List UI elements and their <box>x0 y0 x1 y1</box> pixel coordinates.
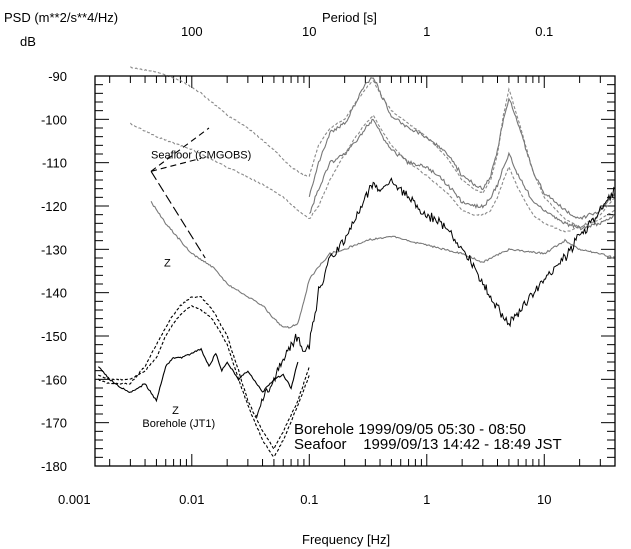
period-tick-label: 0.1 <box>535 24 553 39</box>
annotation-label: Seafloor (CMGOBS) <box>151 149 251 161</box>
y-tick-label: -130 <box>41 242 67 257</box>
x-tick-label: 0.1 <box>300 492 318 507</box>
legend: Borehole 1999/09/05 05:30 - 08:50 Seafoo… <box>294 421 562 453</box>
data-series <box>97 66 616 458</box>
x-tick-label: 1 <box>423 492 430 507</box>
annotation-label: Z <box>172 405 179 417</box>
annotation-label: Borehole (JT1) <box>142 418 215 430</box>
y-tick-label: -150 <box>41 329 67 344</box>
y-tick-label: -140 <box>41 286 67 301</box>
legend-seafloor-text: Seafoor 1999/09/13 14:42 - 18:49 JST <box>294 436 562 453</box>
x-tick-label: 0.01 <box>179 492 204 507</box>
series-line-5 <box>255 177 616 418</box>
period-axis-title: Period [s] <box>322 10 377 25</box>
series-line-4 <box>150 201 616 329</box>
series-line-3 <box>308 118 616 231</box>
period-tick-label: 1 <box>423 24 430 39</box>
plot-frame <box>94 75 616 467</box>
x-tick-label: 10 <box>537 492 551 507</box>
y-tick-label: -90 <box>48 69 67 84</box>
axes-and-ticks: 0.001 0.01 0.1 1 10 100 10 1 0.1 -90 -100 -110 -120 -… <box>41 24 616 507</box>
series-line-0 <box>130 66 616 229</box>
period-tick-label: 100 <box>181 24 203 39</box>
annotation-leader-line <box>150 157 202 172</box>
series-line-7 <box>97 296 310 451</box>
y-axis-db-label: dB <box>20 34 36 49</box>
legend-borehole-text: Borehole 1999/09/05 05:30 - 08:50 <box>294 421 526 438</box>
y-tick-label: -100 <box>41 112 67 127</box>
y-tick-label: -110 <box>42 156 67 171</box>
annotation-leader-line <box>150 127 210 172</box>
y-tick-label: -170 <box>41 416 67 431</box>
y-tick-label: -180 <box>41 459 67 474</box>
y-axis-units-label: PSD (m**2/s**4/Hz) <box>4 10 118 25</box>
annotation-label: Z <box>164 258 171 270</box>
frequency-axis-title: Frequency [Hz] <box>302 532 390 547</box>
annotation-leader-line <box>150 171 206 259</box>
series-line-8 <box>98 304 310 458</box>
y-tick-label: -120 <box>41 199 67 214</box>
series-line-2 <box>308 76 616 221</box>
series-line-6 <box>97 347 299 403</box>
x-tick-label: 0.001 <box>58 492 91 507</box>
y-tick-label: -160 <box>41 372 67 387</box>
period-tick-label: 10 <box>302 24 316 39</box>
